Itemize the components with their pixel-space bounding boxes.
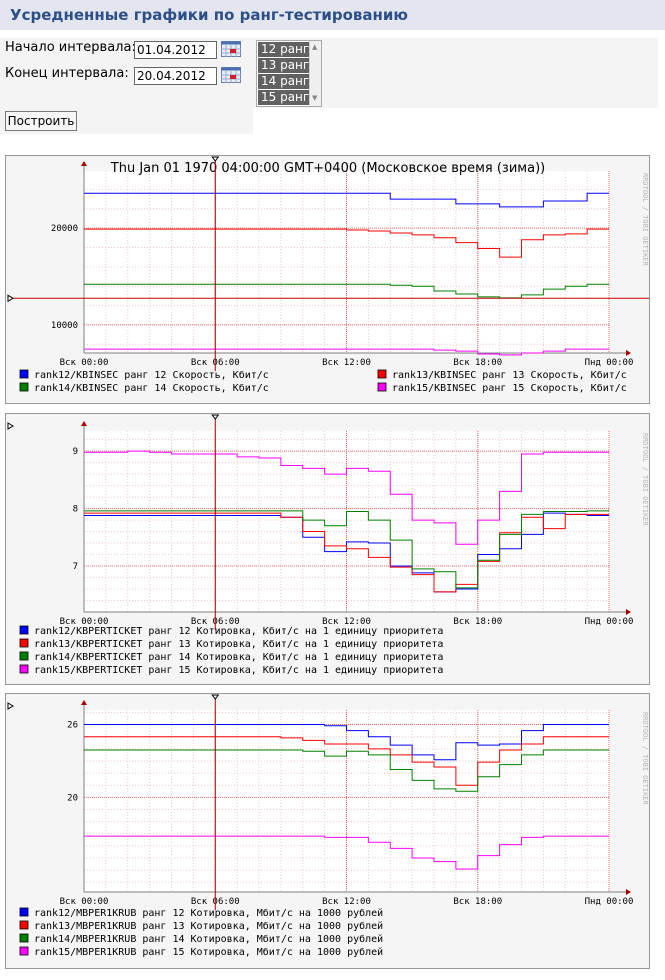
- x-tick-label: Пнд 00:00: [585, 897, 634, 907]
- legend-swatch: [19, 946, 29, 956]
- x-axis-arrow: [626, 350, 631, 356]
- chart-quote-rub: 20 26 Вск 00:00 Вск 06:00 Вск 12:00 Вск 18:00…: [5, 693, 650, 969]
- series-line: [84, 192, 609, 208]
- start-date-input[interactable]: [134, 41, 217, 59]
- legend-label: rank12/KBPERTICKET ранг 12 Котировка, Кб…: [34, 625, 443, 637]
- y-tick-label: 9: [73, 447, 78, 457]
- series-line: [84, 512, 609, 593]
- legend-swatch: [19, 933, 29, 943]
- legend-swatch: [19, 920, 29, 930]
- series-line: [84, 283, 609, 299]
- scroll-up-icon[interactable]: ▲: [312, 43, 318, 51]
- legend-swatch: [19, 638, 29, 648]
- x-tick-label: Вск 00:00: [60, 617, 109, 627]
- legend-label: rank12/MBPER1KRUB ранг 12 Котировка, Мби…: [34, 907, 383, 919]
- page-header: Усредненные графики по ранг-тестированию: [0, 0, 665, 30]
- rank-select[interactable]: 12 ранг 13 ранг 14 ранг 15 ранг ▲ ▼: [256, 40, 322, 107]
- x-tick-label: Вск 12:00: [322, 358, 371, 368]
- y-axis-arrow: [81, 421, 87, 426]
- end-date-input[interactable]: [134, 67, 217, 85]
- page-title: Усредненные графики по ранг-тестированию: [10, 6, 408, 24]
- y-axis-arrow: [81, 161, 87, 166]
- build-button[interactable]: Построить: [5, 111, 77, 131]
- legend-label: rank13/KBPERTICKET ранг 13 Котировка, Кб…: [34, 638, 443, 650]
- x-tick-label: Вск 12:00: [322, 897, 371, 907]
- rank-option[interactable]: 13 ранг: [258, 58, 310, 73]
- chart-speed: 10000 20000 Вск 00:00 Вск 06:00 Вск 12:00 Вск…: [5, 155, 650, 404]
- x-axis-arrow: [626, 889, 631, 895]
- x-tick-label: Вск 18:00: [453, 897, 502, 907]
- series-line: [84, 835, 609, 870]
- series-line: [84, 724, 609, 761]
- legend-swatch: [19, 907, 29, 917]
- legend-swatch: [19, 651, 29, 661]
- legend-swatch: [19, 369, 29, 379]
- end-label: Конец интервала:: [5, 66, 129, 81]
- y-tick-label: 10000: [51, 321, 78, 331]
- legend-label: rank15/MBPER1KRUB ранг 15 Котировка, Мби…: [34, 946, 383, 958]
- chart-title: Thu Jan 01 1970 04:00:00 GMT+0400 (Моско…: [110, 161, 545, 176]
- series-line: [84, 450, 609, 545]
- series-line: [84, 348, 609, 356]
- legend-label: rank14/KBINSEC ранг 14 Скорость, Кбит/с: [34, 382, 269, 394]
- x-tick-label: Вск 18:00: [453, 358, 502, 368]
- watermark: RRDTOOL / TOBI OETIKER: [641, 433, 649, 527]
- series-line: [84, 510, 609, 589]
- interval-form: [0, 38, 658, 108]
- legend-label: rank13/MBPER1KRUB ранг 13 Котировка, Мби…: [34, 920, 383, 932]
- x-tick-label: Пнд 00:00: [585, 358, 634, 368]
- legend-swatch: [19, 625, 29, 635]
- calendar-icon[interactable]: [221, 67, 241, 83]
- scroll-down-icon[interactable]: ▼: [312, 94, 318, 102]
- rank-option[interactable]: 12 ранг: [258, 42, 310, 57]
- rank-option[interactable]: 15 ранг: [258, 90, 310, 105]
- legend-swatch: [377, 382, 387, 392]
- start-label: Начало интервала:: [5, 40, 136, 55]
- legend-swatch: [377, 369, 387, 379]
- legend-label: rank13/KBINSEC ранг 13 Скорость, Кбит/с: [392, 369, 627, 381]
- y-tick-label: 20: [67, 793, 78, 803]
- y-tick-label: 7: [73, 562, 78, 572]
- legend-label: rank14/MBPER1KRUB ранг 14 Котировка, Мби…: [34, 933, 383, 945]
- legend-swatch: [19, 664, 29, 674]
- legend-label: rank15/KBINSEC ранг 15 Скорость, Кбит/с: [392, 382, 627, 394]
- watermark: RRDTOOL / TOBI OETIKER: [641, 173, 649, 267]
- rank-option[interactable]: 14 ранг: [258, 74, 310, 89]
- watermark: RRDTOOL / TOBI OETIKER: [641, 712, 649, 806]
- chart-quote-priority: 7 8 9 Вск 00:00 Вск 06:00 Вск 12:00 Вск 18:00 П…: [5, 413, 650, 685]
- marker-arrow-icon: [7, 702, 14, 710]
- marker-arrow-icon: [7, 294, 14, 303]
- x-tick-label: Вск 00:00: [60, 358, 109, 368]
- y-axis-arrow: [81, 700, 87, 705]
- y-tick-label: 8: [73, 505, 78, 515]
- x-tick-label: Вск 18:00: [453, 617, 502, 627]
- cursor-handle-icon: [211, 156, 220, 162]
- cursor-handle-icon: [211, 414, 220, 420]
- x-tick-label: Пнд 00:00: [585, 617, 634, 627]
- calendar-icon[interactable]: [221, 41, 241, 57]
- x-tick-label: Вск 12:00: [322, 617, 371, 627]
- y-tick-label: 26: [67, 721, 78, 731]
- marker-arrow-icon: [7, 422, 14, 430]
- cursor-handle-icon: [211, 694, 220, 700]
- legend-label: rank15/KBPERTICKET ранг 15 Котировка, Кб…: [34, 664, 443, 676]
- x-axis-arrow: [626, 609, 631, 615]
- x-tick-label: Вск 00:00: [60, 897, 109, 907]
- legend-swatch: [19, 382, 29, 392]
- listbox-scrollbar[interactable]: ▲ ▼: [309, 41, 321, 106]
- legend-label: rank12/KBINSEC ранг 12 Скорость, Кбит/с: [34, 369, 269, 381]
- y-tick-label: 20000: [51, 224, 78, 234]
- legend-label: rank14/KBPERTICKET ранг 14 Котировка, Кб…: [34, 651, 443, 663]
